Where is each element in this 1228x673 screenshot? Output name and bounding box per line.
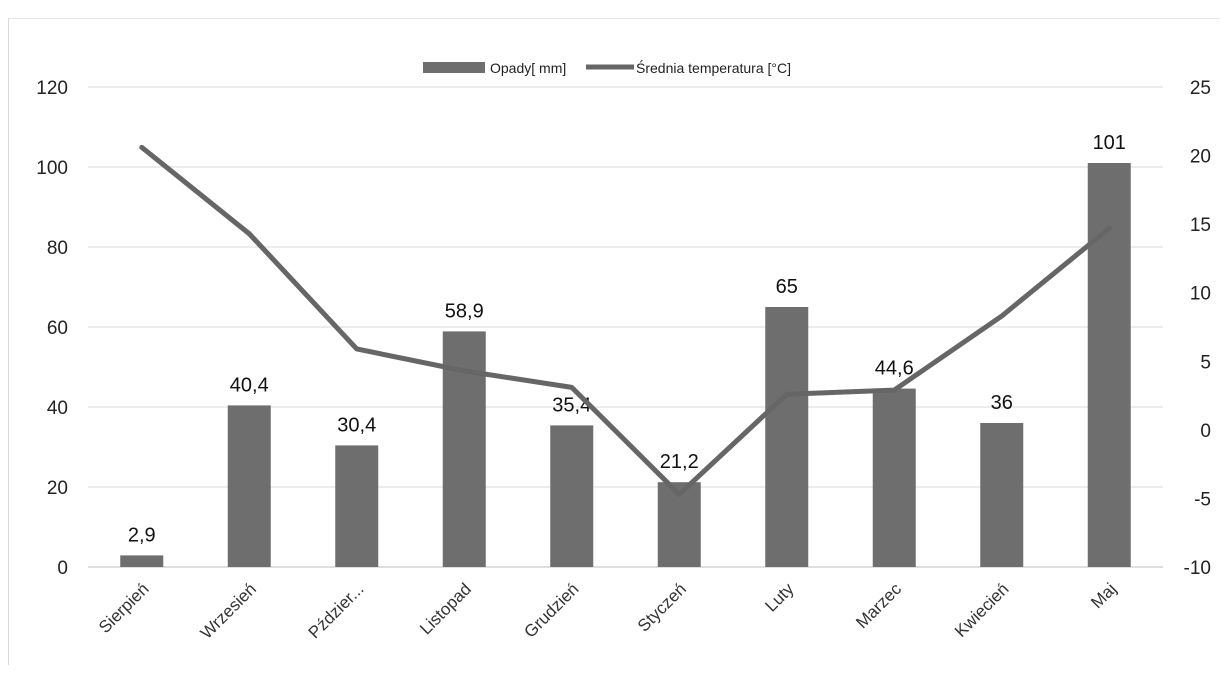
- y-right-tick-label: 15: [1190, 215, 1211, 236]
- y-left-tick-label: 100: [36, 158, 68, 179]
- y-left-tick-label: 20: [47, 478, 68, 499]
- x-category-label: Marzec: [852, 579, 905, 632]
- bar-data-label: 40,4: [230, 374, 269, 396]
- bar: [227, 405, 271, 567]
- x-category-label: Listopad: [416, 579, 475, 638]
- chart-frame: [8, 18, 1220, 665]
- bar: [550, 425, 594, 567]
- legend-swatch-bar: [423, 62, 485, 73]
- bar: [872, 388, 916, 567]
- y-right-tick-label: -5: [1194, 489, 1211, 510]
- y-left-tick-label: 60: [47, 318, 68, 339]
- bar-data-label: 58,9: [445, 300, 484, 322]
- y-right-tick-label: 10: [1190, 284, 1211, 305]
- legend-label-bar: Opady[ mm]: [490, 60, 566, 76]
- temperature-line: [139, 144, 1112, 497]
- x-category-label: Luty: [761, 579, 798, 616]
- y-left-tick-label: 40: [47, 398, 68, 419]
- bar-data-label: 36: [991, 392, 1013, 414]
- y-right-tick-label: 0: [1200, 421, 1211, 442]
- bar-data-label: 30,4: [337, 414, 376, 436]
- y-right-tick-label: 5: [1200, 352, 1211, 373]
- x-category-label: Wrzesień: [197, 579, 260, 642]
- x-category-label: Styczeń: [634, 579, 690, 635]
- x-category-label: Pździer...: [305, 579, 368, 642]
- legend-label-line: Średnia temperatura [°C]: [636, 59, 791, 76]
- y-right-tick-label: 25: [1190, 78, 1211, 99]
- y-right-tick-label: -10: [1184, 558, 1211, 579]
- bar-data-label: 2,9: [128, 524, 156, 546]
- bar-data-label: 21,2: [660, 451, 699, 473]
- bar: [765, 307, 809, 567]
- bar: [980, 423, 1024, 567]
- y-left-tick-label: 120: [36, 78, 68, 99]
- bar-data-label: 65: [776, 276, 798, 298]
- x-category-label: Sierpień: [95, 579, 153, 637]
- x-category-label: Kwiecień: [951, 579, 1013, 641]
- y-right-tick-label: 20: [1190, 147, 1211, 168]
- x-category-label: Maj: [1087, 579, 1120, 612]
- y-left-tick-label: 0: [57, 558, 68, 579]
- bar-data-label: 101: [1093, 132, 1126, 154]
- bar-data-label: 44,6: [875, 358, 914, 380]
- bar: [120, 555, 164, 567]
- bar: [335, 445, 379, 567]
- bar: [1087, 163, 1131, 567]
- y-left-tick-label: 80: [47, 238, 68, 259]
- x-category-label: Grudzień: [520, 579, 582, 641]
